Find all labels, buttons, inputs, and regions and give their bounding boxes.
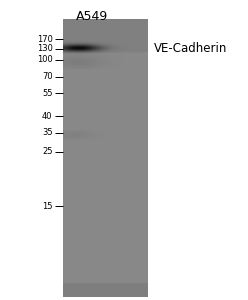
- Text: 170: 170: [37, 34, 53, 43]
- Text: 70: 70: [42, 72, 53, 81]
- Text: 15: 15: [42, 202, 53, 211]
- Text: 55: 55: [42, 88, 53, 98]
- Text: 100: 100: [37, 56, 53, 64]
- Text: 130: 130: [37, 44, 53, 53]
- Text: VE-Cadherin: VE-Cadherin: [154, 42, 227, 55]
- Text: 25: 25: [42, 147, 53, 156]
- Text: 35: 35: [42, 128, 53, 137]
- Text: A549: A549: [76, 11, 108, 23]
- Text: 40: 40: [42, 112, 53, 121]
